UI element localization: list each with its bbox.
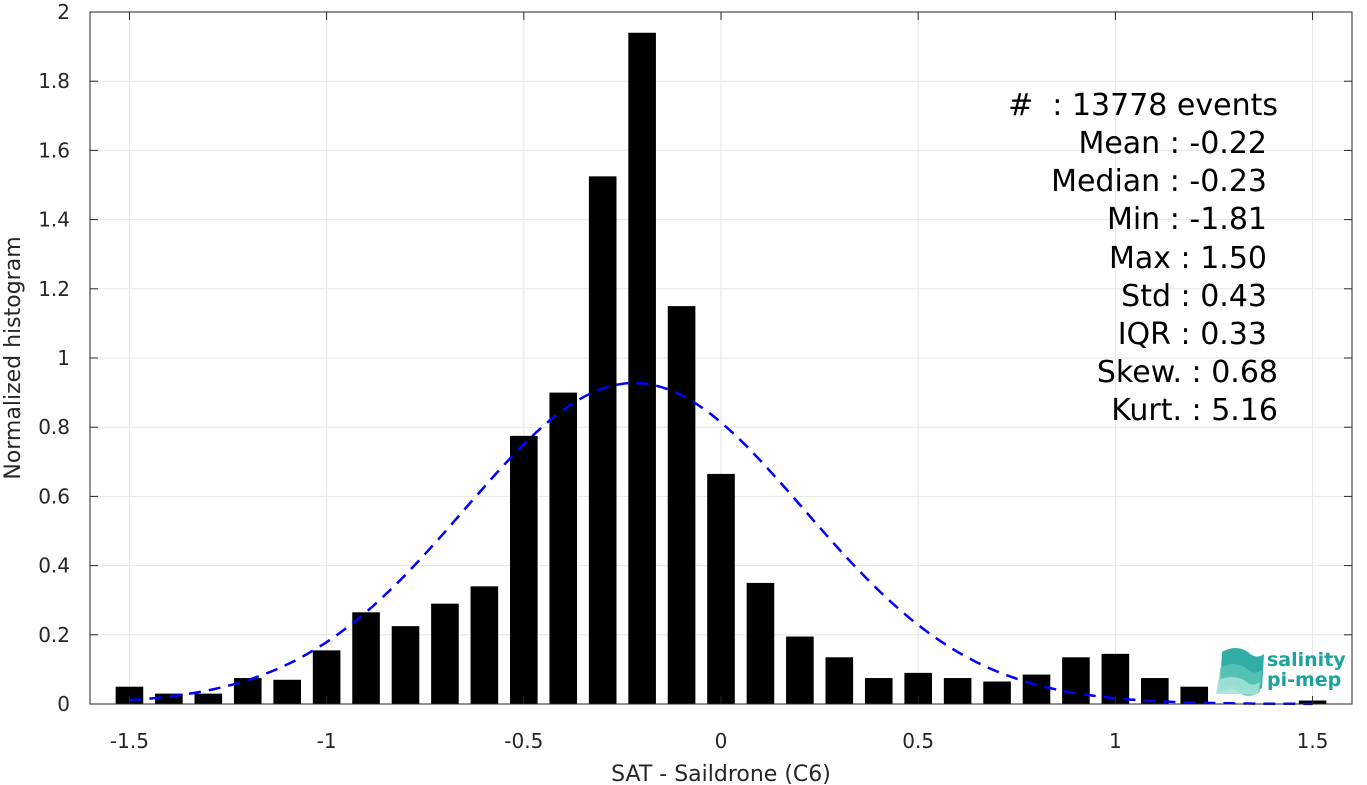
histogram-bar xyxy=(1101,653,1130,704)
y-tick-label: 1.2 xyxy=(38,277,70,301)
y-tick-label: 1.8 xyxy=(38,69,70,93)
stat-min: Min : -1.81 xyxy=(1107,202,1267,237)
histogram-bar xyxy=(825,657,854,704)
histogram-bar xyxy=(667,306,696,704)
x-tick-label: 0.5 xyxy=(902,729,934,753)
histogram-bar xyxy=(431,603,459,704)
histogram-bar xyxy=(628,32,656,704)
stat-median: Median : -0.23 xyxy=(1051,164,1267,199)
histogram-bar xyxy=(1062,657,1090,704)
histogram-bar xyxy=(588,176,617,705)
x-tick-label: 0 xyxy=(715,729,728,753)
x-tick-label: -0.5 xyxy=(504,729,543,753)
histogram-bar xyxy=(1022,674,1051,704)
logo-waves-icon xyxy=(1216,648,1264,696)
salinity-pi-mep-logo: salinity pi-mep xyxy=(1216,648,1346,696)
histogram-bar xyxy=(707,473,735,704)
x-tick-label: -1 xyxy=(317,729,337,753)
histogram-bar xyxy=(864,678,893,704)
stat-max: Max : 1.50 xyxy=(1109,241,1267,276)
x-axis-title: SAT - Saildrone (C6) xyxy=(611,762,831,785)
stat-mean: Mean : -0.22 xyxy=(1078,126,1267,161)
histogram-bar xyxy=(391,626,420,704)
y-tick-label: 0.6 xyxy=(38,484,70,508)
logo-line2: pi-mep xyxy=(1267,669,1341,691)
histogram-bar xyxy=(746,582,775,704)
histogram-bar xyxy=(352,612,380,704)
histogram-bar xyxy=(470,586,499,704)
x-tick-label: 1 xyxy=(1109,729,1122,753)
histogram-bar xyxy=(312,650,341,704)
stat-skew: Skew. : 0.68 xyxy=(1097,355,1278,390)
axis-ticks: -1.5 -1 -0.5 0 0.5 1 1.5 0 0.2 0.4 0.6 0.8 1 1.2 1.4 1.… xyxy=(38,0,1352,753)
histogram-bars xyxy=(115,32,1327,705)
stat-std: Std : 0.43 xyxy=(1121,279,1267,314)
y-tick-label: 2 xyxy=(57,0,70,24)
y-tick-label: 0.8 xyxy=(38,415,70,439)
histogram-bar xyxy=(155,693,183,704)
stats-annotation: # : 13778 events Mean : -0.22 Median : -… xyxy=(1008,88,1278,428)
stat-iqr: IQR : 0.33 xyxy=(1118,317,1267,352)
stat-kurt: Kurt. : 5.16 xyxy=(1111,393,1278,428)
x-tick-label: 1.5 xyxy=(1297,729,1329,753)
y-axis-title: Normalized histogram xyxy=(1,236,26,479)
histogram-bar xyxy=(943,678,972,704)
y-tick-label: 0 xyxy=(57,692,70,716)
histogram-bar xyxy=(273,679,301,704)
histogram-bar xyxy=(786,636,814,704)
y-tick-label: 0.4 xyxy=(38,554,70,578)
logo-line1: salinity xyxy=(1267,649,1346,671)
histogram-bar xyxy=(194,693,223,704)
y-tick-label: 1.4 xyxy=(38,208,70,232)
y-tick-label: 1.6 xyxy=(38,138,70,162)
y-tick-label: 0.2 xyxy=(38,623,70,647)
y-tick-label: 1 xyxy=(57,346,70,370)
histogram-bar xyxy=(983,681,1011,704)
x-tick-label: -1.5 xyxy=(110,729,149,753)
histogram-bar xyxy=(1180,686,1209,704)
stat-count: # : 13778 events xyxy=(1008,88,1278,123)
histogram-bar xyxy=(549,392,578,704)
histogram-bar xyxy=(510,435,538,704)
